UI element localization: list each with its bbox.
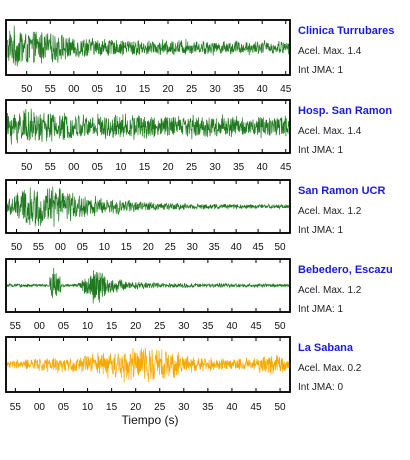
x-tick-label: 10 <box>99 242 111 253</box>
x-tick-label: 55 <box>10 321 22 332</box>
x-tick-label: 20 <box>130 402 142 413</box>
waveform-series <box>6 186 290 227</box>
x-tick-label: 15 <box>121 242 133 253</box>
panel-2: 50 55 00 05 10 15 20 25 30 35 40 45 <box>5 99 292 173</box>
x-tick-label: 35 <box>202 402 214 413</box>
station-name: Clinica Turrubares <box>298 25 395 37</box>
waveform-series <box>6 108 290 145</box>
x-tick-label: 55 <box>10 402 22 413</box>
jma-intensity-label: Int JMA: 1 <box>298 145 344 156</box>
x-tick-label: 30 <box>178 321 190 332</box>
x-tick-label: 10 <box>115 162 127 173</box>
station-name: La Sabana <box>298 342 354 354</box>
panel-5: 55 00 05 10 15 20 25 30 35 40 45 50 <box>5 336 291 413</box>
x-tick-label: 50 <box>11 242 23 253</box>
x-tick-label: 20 <box>130 321 142 332</box>
accel-max-label: Acel. Max. 1.4 <box>298 46 362 57</box>
x-tick-label: 15 <box>139 84 151 95</box>
x-tick-label: 05 <box>92 84 104 95</box>
x-tick-label: 15 <box>106 402 118 413</box>
x-tick-label: 50 <box>274 402 286 413</box>
panel-3: 50 55 00 05 10 15 20 25 30 35 40 45 50 <box>5 179 291 253</box>
waveform-series <box>6 268 290 304</box>
jma-intensity-label: Int JMA: 1 <box>298 304 344 315</box>
x-tick-label: 10 <box>115 84 127 95</box>
accel-max-label: Acel. Max. 1.2 <box>298 285 362 296</box>
x-tick-label: 30 <box>178 402 190 413</box>
x-tick-label: 25 <box>186 84 198 95</box>
accel-max-label: Acel. Max. 0.2 <box>298 363 362 374</box>
x-tick-label: 20 <box>143 242 155 253</box>
x-tick-label: 00 <box>68 84 80 95</box>
x-tick-label: 30 <box>210 84 222 95</box>
x-tick-label: 00 <box>55 242 67 253</box>
x-axis-label: Tiempo (s) <box>121 413 179 427</box>
x-tick-label: 00 <box>34 402 46 413</box>
jma-intensity-label: Int JMA: 1 <box>298 65 344 76</box>
x-tick-label: 15 <box>106 321 118 332</box>
x-tick-label: 45 <box>280 162 292 173</box>
x-tick-label: 40 <box>257 84 269 95</box>
x-tick-label: 35 <box>233 84 245 95</box>
x-tick-label: 45 <box>253 242 265 253</box>
x-tick-label: 40 <box>231 242 243 253</box>
x-tick-label: 25 <box>154 321 166 332</box>
station-name: Hosp. San Ramon <box>298 105 393 117</box>
x-tick-label: 55 <box>45 162 57 173</box>
station-name: San Ramon UCR <box>298 185 386 197</box>
x-tick-label: 05 <box>92 162 104 173</box>
x-tick-label: 20 <box>162 84 174 95</box>
x-tick-label: 35 <box>209 242 221 253</box>
x-tick-label: 25 <box>165 242 177 253</box>
x-tick-label: 20 <box>162 162 174 173</box>
x-tick-label: 00 <box>68 162 80 173</box>
jma-intensity-label: Int JMA: 0 <box>298 382 344 393</box>
panel-1: 50 55 00 05 10 15 20 25 30 35 40 45 <box>5 19 292 95</box>
x-tick-label: 50 <box>21 162 33 173</box>
panel-border <box>5 258 291 313</box>
x-tick-label: 40 <box>226 402 238 413</box>
x-tick-label: 10 <box>82 321 94 332</box>
x-tick-label: 45 <box>250 321 262 332</box>
x-tick-label: 40 <box>226 321 238 332</box>
x-tick-label: 30 <box>187 242 199 253</box>
panel-border <box>5 99 291 154</box>
x-tick-label: 35 <box>202 321 214 332</box>
x-tick-label: 05 <box>58 321 70 332</box>
x-tick-label: 00 <box>34 321 46 332</box>
x-tick-label: 30 <box>210 162 222 173</box>
panel-border <box>5 19 291 76</box>
x-tick-label: 25 <box>186 162 198 173</box>
x-tick-label: 15 <box>139 162 151 173</box>
waveform-series <box>6 25 290 67</box>
waveform-series <box>6 347 290 383</box>
x-tick-label: 05 <box>58 402 70 413</box>
accel-max-label: Acel. Max. 1.4 <box>298 126 362 137</box>
x-tick-label: 50 <box>21 84 33 95</box>
panel-border <box>5 336 291 393</box>
x-tick-label: 50 <box>274 242 286 253</box>
jma-intensity-label: Int JMA: 1 <box>298 225 344 236</box>
x-tick-label: 05 <box>77 242 89 253</box>
panel-4: 55 00 05 10 15 20 25 30 35 40 45 50 <box>5 258 291 332</box>
x-tick-label: 25 <box>154 402 166 413</box>
x-tick-label: 55 <box>45 84 57 95</box>
station-name: Bebedero, Escazu <box>298 264 393 276</box>
x-tick-label: 45 <box>250 402 262 413</box>
x-tick-label: 40 <box>257 162 269 173</box>
x-tick-label: 35 <box>233 162 245 173</box>
x-tick-label: 45 <box>280 84 292 95</box>
x-tick-label: 55 <box>33 242 45 253</box>
accel-max-label: Acel. Max. 1.2 <box>298 206 362 217</box>
x-tick-label: 50 <box>274 321 286 332</box>
x-tick-label: 10 <box>82 402 94 413</box>
